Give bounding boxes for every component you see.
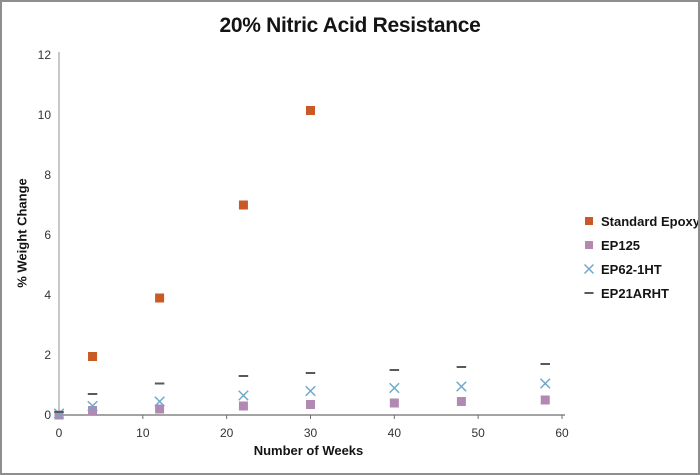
data-point-marker xyxy=(456,381,467,392)
y-tick-label: 4 xyxy=(44,288,51,302)
data-point-marker xyxy=(540,363,550,365)
data-point-marker xyxy=(238,401,248,411)
legend-label: EP125 xyxy=(601,237,641,253)
data-point-marker xyxy=(54,411,64,413)
x-tick-label: 30 xyxy=(304,426,318,440)
data-point-marker xyxy=(306,106,315,115)
data-point-marker xyxy=(585,241,593,249)
data-point-marker xyxy=(154,396,165,407)
data-point-marker xyxy=(155,404,165,414)
data-point-marker xyxy=(584,292,594,294)
data-point-marker xyxy=(540,395,550,405)
y-tick-label: 10 xyxy=(38,108,52,122)
y-tick-label: 8 xyxy=(44,168,51,182)
data-point-marker xyxy=(539,378,551,389)
y-tick-label: 12 xyxy=(38,48,52,62)
legend-item-ep62-1ht: EP62-1HT xyxy=(583,257,698,281)
data-point-marker xyxy=(87,393,98,395)
x-tick-label: 40 xyxy=(388,426,402,440)
data-point-marker xyxy=(238,375,249,377)
data-point-marker xyxy=(456,366,467,368)
x-tick-label: 50 xyxy=(471,426,485,440)
legend-item-standard-epoxy: Standard Epoxy xyxy=(583,209,700,233)
legend-label: Standard Epoxy xyxy=(601,213,700,229)
x-tick-label: 0 xyxy=(56,426,63,440)
data-point-marker xyxy=(389,369,400,371)
data-point-marker xyxy=(53,408,65,419)
legend-marker xyxy=(585,241,593,249)
data-point-marker xyxy=(305,372,316,374)
data-point-marker xyxy=(389,382,400,394)
data-point-marker xyxy=(583,263,595,275)
legend-label: EP62-1HT xyxy=(601,261,662,277)
legend-item-ep21arht: EP21ARHT xyxy=(583,281,698,305)
y-tick-label: 0 xyxy=(44,408,51,422)
legend: Standard Epoxy EP125 EP62-1HT EP21ARHT xyxy=(583,209,700,305)
data-point-marker xyxy=(389,398,399,408)
legend-marker xyxy=(585,217,593,225)
data-point-marker xyxy=(238,390,249,401)
data-point-marker xyxy=(88,352,98,361)
legend-marker xyxy=(584,292,594,294)
x-tick-label: 60 xyxy=(555,426,569,440)
x-tick-label: 10 xyxy=(136,426,150,440)
y-tick-label: 2 xyxy=(44,348,51,362)
data-point-marker xyxy=(456,397,466,406)
chart-title: 20% Nitric Acid Resistance xyxy=(219,14,481,37)
data-point-marker xyxy=(155,293,165,303)
x-axis-title: Number of Weeks xyxy=(253,443,364,458)
legend-marker xyxy=(583,263,595,275)
data-point-marker xyxy=(87,400,98,412)
y-tick-label: 6 xyxy=(44,228,51,242)
data-point-marker xyxy=(54,410,64,420)
x-tick-label: 20 xyxy=(220,426,234,440)
legend-label: EP21ARHT xyxy=(601,285,669,301)
data-point-marker xyxy=(154,382,165,385)
data-point-marker xyxy=(306,400,315,409)
data-point-marker xyxy=(585,217,593,225)
legend-item-ep125: EP125 xyxy=(583,233,698,257)
data-point-marker xyxy=(88,406,98,415)
data-point-marker xyxy=(305,385,316,397)
data-point-marker xyxy=(238,200,248,210)
